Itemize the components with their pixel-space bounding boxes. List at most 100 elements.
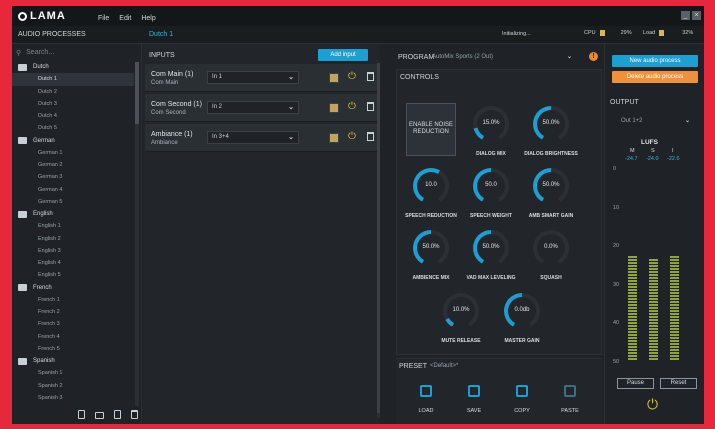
tree-item[interactable]: German 4 [38, 186, 63, 193]
program-select[interactable]: AutoMix Sports (2 Out) ⌄ [430, 51, 576, 63]
knob-control[interactable]: 0.0% SQUASH [521, 230, 581, 292]
tree-item[interactable]: German 1 [38, 149, 63, 156]
new-file-icon[interactable] [78, 410, 85, 419]
pause-button[interactable]: Pause [617, 378, 654, 389]
copy-icon[interactable] [114, 410, 121, 419]
tree-group[interactable]: English [12, 208, 134, 220]
close-icon[interactable]: × [692, 11, 701, 20]
tree-item[interactable]: French 4 [38, 333, 60, 340]
knob-dial[interactable] [533, 230, 569, 266]
preset-label: PRESET [399, 363, 428, 370]
knob-control[interactable]: 50.0% DIALOG BRIGHTNESS [521, 106, 581, 168]
tree-item[interactable]: Dutch 5 [38, 125, 57, 132]
knob-control[interactable]: 10.0% MUTE RELEASE [431, 293, 491, 355]
channel-value: In 3+4 [212, 134, 229, 140]
channel-select[interactable]: In 1 ⌄ [207, 71, 299, 84]
tree-group[interactable]: French [12, 282, 134, 294]
knob-control[interactable]: 15.0% DIALOG MIX [461, 106, 521, 168]
reset-button[interactable]: Reset [660, 378, 697, 389]
knob-control[interactable]: 10.0 SPEECH REDUCTION [401, 168, 461, 230]
knob-control[interactable]: 50.0% AMBIENCE MIX [401, 230, 461, 292]
tree-item[interactable]: German 2 [38, 162, 63, 168]
tree-item[interactable]: French 3 [38, 321, 60, 328]
knob-dial[interactable] [443, 293, 479, 329]
paste-button[interactable]: PASTE [550, 385, 590, 414]
channel-select[interactable]: In 2 ⌄ [207, 101, 299, 114]
tree-item[interactable]: Dutch 3 [38, 100, 57, 107]
channel-value: In 2 [212, 104, 223, 110]
knob-dial[interactable] [473, 168, 509, 204]
knob-dial[interactable] [413, 230, 449, 266]
folder-icon[interactable] [95, 412, 104, 419]
tree-item[interactable]: English 1 [38, 223, 61, 230]
tree-item[interactable]: English 3 [38, 247, 61, 254]
knob-control[interactable]: 50.0% VAD MAX LEVELING [461, 230, 521, 292]
power-icon[interactable]: ⏻ [647, 396, 659, 412]
power-icon[interactable]: ⏻ [348, 101, 356, 112]
output-select[interactable]: Out 1+2 ⌄ [621, 116, 693, 127]
knob-value: 10.0 [425, 182, 437, 188]
tree-item[interactable]: Spanish 3 [38, 394, 63, 401]
sidebar: ⚲ Search... Dutch Dutch 1 Dutch 2 Dutch 3 Dut… [12, 44, 142, 424]
power-icon[interactable]: ⏻ [348, 71, 356, 82]
trash-icon[interactable] [131, 410, 138, 419]
tree-group[interactable]: Dutch [12, 61, 134, 73]
tree-item[interactable]: Spanish 1 [38, 370, 63, 377]
tree-item[interactable]: Dutch 1 [12, 73, 134, 86]
tree-group[interactable]: Spanish [12, 355, 134, 367]
tree-item[interactable]: Dutch 2 [38, 88, 57, 95]
group-label: Spanish [33, 358, 55, 365]
meter-scale-tick: 50 [613, 358, 620, 365]
knob-dial[interactable] [413, 168, 449, 204]
load-button[interactable]: LOAD [406, 385, 446, 414]
menu-help[interactable]: Help [141, 15, 156, 22]
meter-value: -22.6 [667, 156, 680, 162]
input-sub: Com Second [151, 110, 186, 116]
minimize-icon[interactable]: _ [681, 11, 690, 20]
knob-dial[interactable] [533, 106, 569, 142]
trash-icon[interactable] [367, 132, 374, 141]
scrollbar-thumb[interactable] [135, 62, 139, 124]
knob-control[interactable]: 0.0db MASTER GAIN [492, 293, 552, 355]
search-input[interactable]: Search... [26, 49, 55, 56]
input-name: Com Second (1) [151, 101, 202, 108]
power-icon[interactable]: ⏻ [348, 131, 356, 142]
add-input-button[interactable]: Add input [318, 49, 368, 61]
sidebar-scrollbar[interactable] [135, 62, 139, 406]
menu-file[interactable]: File [98, 15, 110, 22]
tree-group[interactable]: German [12, 135, 134, 147]
delete-audio-process-button[interactable]: Delete audio process [612, 71, 698, 83]
new-audio-process-button[interactable]: New audio process [612, 55, 698, 67]
knob-dial[interactable] [473, 230, 509, 266]
scrollbar-thumb[interactable] [377, 63, 380, 413]
tree-item[interactable]: English 2 [38, 235, 61, 242]
tree-item[interactable]: Dutch 4 [38, 113, 57, 119]
tree-item[interactable]: English 5 [38, 272, 61, 279]
warning-icon[interactable]: ! [589, 52, 598, 61]
inputs-scrollbar[interactable] [377, 63, 380, 418]
knob-label: DIALOG BRIGHTNESS [524, 151, 578, 157]
tree-item[interactable]: French 5 [38, 345, 60, 352]
tree-item[interactable]: English 4 [38, 260, 61, 266]
knob-dial[interactable] [473, 106, 509, 142]
tree-item[interactable]: German 5 [38, 198, 63, 205]
search-box[interactable]: ⚲ Search... [16, 46, 138, 59]
trash-icon[interactable] [367, 102, 374, 111]
tree-item[interactable]: Spanish 2 [38, 382, 63, 389]
preset-select[interactable]: <Default>* [430, 363, 459, 369]
channel-select[interactable]: In 3+4 ⌄ [207, 131, 299, 144]
trash-icon[interactable] [367, 72, 374, 81]
folder-icon [18, 357, 27, 365]
knob-dial[interactable] [533, 168, 569, 204]
knob-value: 15.0% [482, 120, 500, 126]
copy-button[interactable]: COPY [502, 385, 542, 414]
tree-item[interactable]: French 2 [38, 309, 60, 315]
save-button[interactable]: SAVE [454, 385, 494, 414]
menu-edit[interactable]: Edit [119, 15, 132, 22]
enable-noise-reduction-button[interactable]: ENABLE NOISE REDUCTION [406, 103, 456, 156]
tree-item[interactable]: German 3 [38, 174, 63, 181]
tree-item[interactable]: French 1 [38, 296, 60, 303]
knob-control[interactable]: 50.0% AMB SMART GAIN [521, 168, 581, 230]
knob-control[interactable]: 50.0 SPEECH WEIGHT [461, 168, 521, 230]
knob-dial[interactable] [504, 293, 540, 329]
